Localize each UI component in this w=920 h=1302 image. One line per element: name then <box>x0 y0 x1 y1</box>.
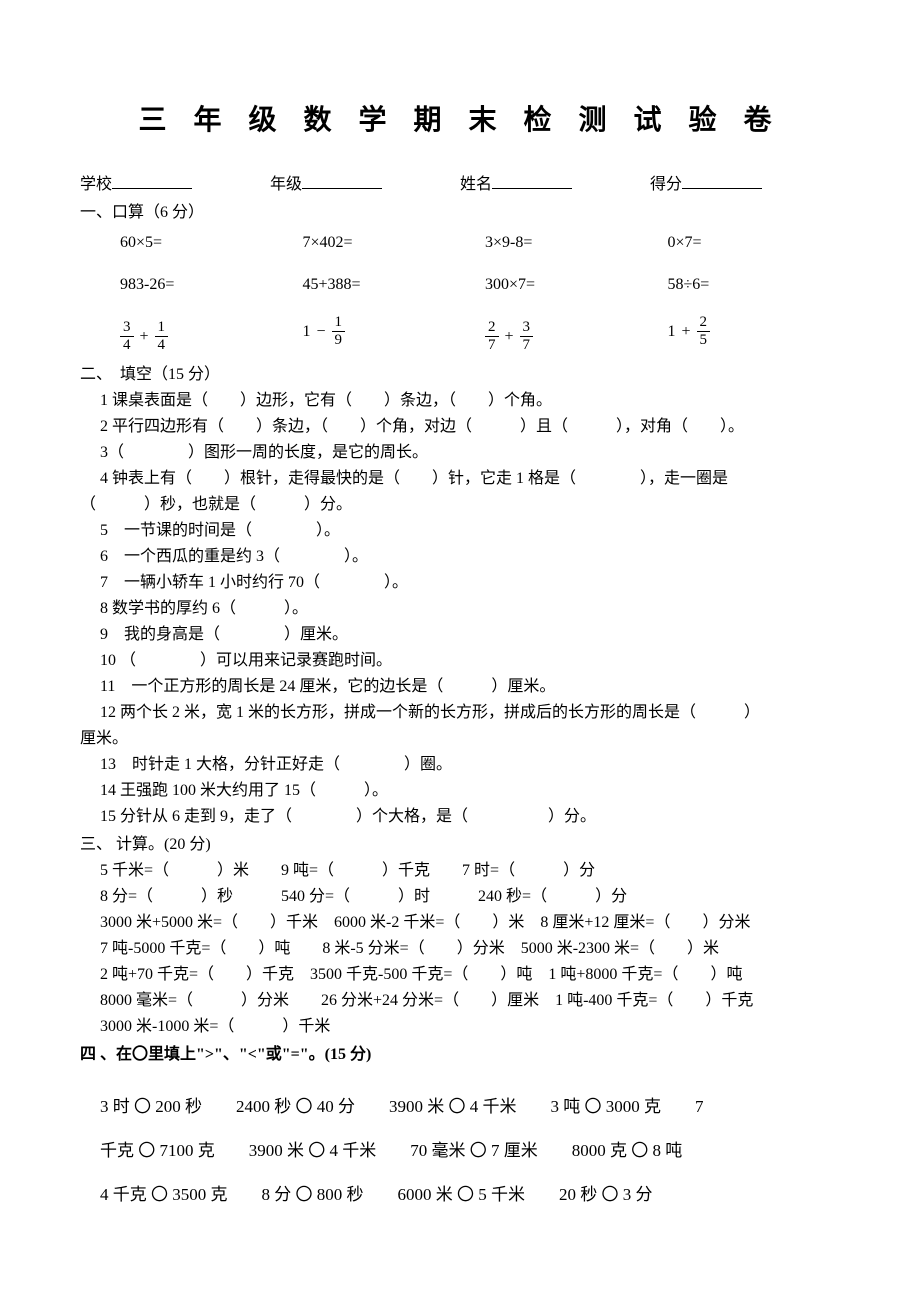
operator: + <box>505 325 514 349</box>
fill-q13: 13 时针走 1 大格，分针正好走（ ）圈。 <box>100 753 840 777</box>
calc-item-frac: 1 − 19 <box>303 315 476 353</box>
numerator: 2 <box>697 315 711 332</box>
calc-item: 3×9-8= <box>485 231 658 255</box>
calc-row: 8 分=（ ）秒 540 分=（ ）时 240 秒=（ ）分 <box>100 885 840 909</box>
fill-q3: 3（ ）图形一周的长度，是它的周长。 <box>100 441 840 465</box>
calc-item-frac: 1 + 25 <box>668 315 841 353</box>
compare-row: 3 时 〇 200 秒 2400 秒 〇 40 分 3900 米 〇 4 千米 … <box>100 1085 840 1129</box>
blank-score <box>682 172 762 189</box>
fill-q2: 2 平行四边形有（ ）条边，（ ）个角，对边（ ）且（ ），对角（ ）。 <box>100 415 840 439</box>
calc-row: 8000 毫米=（ ）分米 26 分米+24 分米=（ ）厘米 1 吨-400 … <box>100 989 840 1013</box>
denominator: 5 <box>697 332 711 348</box>
compare-row: 4 千克 〇 3500 克 8 分 〇 800 秒 6000 米 〇 5 千米 … <box>100 1173 840 1217</box>
mental-calc-grid: 60×5= 7×402= 3×9-8= 0×7= 983-26= 45+388=… <box>120 231 840 353</box>
calc-item-frac: 34 + 14 <box>120 315 293 353</box>
operator: − <box>317 320 326 344</box>
numerator: 1 <box>332 315 346 332</box>
fill-q8: 8 数学书的厚约 6（ ）。 <box>100 597 840 621</box>
calc-item: 60×5= <box>120 231 293 255</box>
compare-row: 千克 〇 7100 克 3900 米 〇 4 千米 70 毫米 〇 7 厘米 8… <box>100 1129 840 1173</box>
fraction: 34 <box>120 320 134 353</box>
fill-q14: 14 王强跑 100 米大约用了 15（ ）。 <box>100 779 840 803</box>
fill-q4a: 4 钟表上有（ ）根针，走得最快的是（ ）针，它走 1 格是（ ），走一圈是 <box>100 467 840 491</box>
numerator: 3 <box>120 320 134 337</box>
denominator: 4 <box>155 337 169 353</box>
calc-item-frac: 27 + 37 <box>485 315 658 353</box>
calc-item: 58÷6= <box>668 273 841 297</box>
info-name: 姓名 <box>460 172 650 197</box>
fill-q7: 7 一辆小轿车 1 小时约行 70（ ）。 <box>100 571 840 595</box>
denominator: 4 <box>120 337 134 353</box>
section3-head: 三、 计算。(20 分) <box>80 833 840 857</box>
info-score: 得分 <box>650 172 840 197</box>
section4-body: 3 时 〇 200 秒 2400 秒 〇 40 分 3900 米 〇 4 千米 … <box>100 1085 840 1218</box>
fraction: 37 <box>520 320 534 353</box>
info-school: 学校 <box>80 172 270 197</box>
denominator: 9 <box>332 332 346 348</box>
calc-item: 0×7= <box>668 231 841 255</box>
fill-q5: 5 一节课的时间是（ ）。 <box>100 519 840 543</box>
calc-row: 3000 米-1000 米=（ ）千米 <box>100 1015 840 1039</box>
blank-name <box>492 172 572 189</box>
fill-q4b: （ ）秒，也就是（ ）分。 <box>80 493 840 517</box>
section2-head: 二、 填空（15 分） <box>80 363 840 387</box>
calc-row: 2 吨+70 千克=（ ）千克 3500 千克-500 千克=（ ）吨 1 吨+… <box>100 963 840 987</box>
fill-q15: 15 分针从 6 走到 9，走了（ ）个大格，是（ ）分。 <box>100 805 840 829</box>
numerator: 3 <box>520 320 534 337</box>
section3-body: 5 千米=（ ）米 9 吨=（ ）千克 7 时=（ ）分 8 分=（ ）秒 54… <box>100 859 840 1039</box>
calc-item: 45+388= <box>303 273 476 297</box>
calc-row: 5 千米=（ ）米 9 吨=（ ）千克 7 时=（ ）分 <box>100 859 840 883</box>
blank-grade <box>302 172 382 189</box>
fill-q1: 1 课桌表面是（ ）边形，它有（ ）条边，（ ）个角。 <box>100 389 840 413</box>
denominator: 7 <box>485 337 499 353</box>
fraction: 27 <box>485 320 499 353</box>
label-grade: 年级 <box>270 176 302 193</box>
calc-item: 7×402= <box>303 231 476 255</box>
fill-q11: 11 一个正方形的周长是 24 厘米，它的边长是（ ）厘米。 <box>100 675 840 699</box>
student-info-row: 学校 年级 姓名 得分 <box>80 172 840 197</box>
label-name: 姓名 <box>460 176 492 193</box>
whole-number: 1 <box>668 320 676 344</box>
denominator: 7 <box>520 337 534 353</box>
label-score: 得分 <box>650 176 682 193</box>
calc-row: 7 吨-5000 千克=（ ）吨 8 米-5 分米=（ ）分米 5000 米-2… <box>100 937 840 961</box>
numerator: 1 <box>155 320 169 337</box>
info-grade: 年级 <box>270 172 460 197</box>
fill-q12b: 厘米。 <box>80 727 840 751</box>
operator: + <box>140 325 149 349</box>
fraction: 25 <box>697 315 711 348</box>
fraction: 19 <box>332 315 346 348</box>
blank-school <box>112 172 192 189</box>
exam-page: 三 年 级 数 学 期 末 检 测 试 验 卷 学校 年级 姓名 得分 一、口算… <box>0 0 920 1278</box>
calc-item: 300×7= <box>485 273 658 297</box>
operator: + <box>682 320 691 344</box>
calc-row: 3000 米+5000 米=（ ）千米 6000 米-2 千米=（ ）米 8 厘… <box>100 911 840 935</box>
fill-q10: 10 （ ）可以用来记录赛跑时间。 <box>100 649 840 673</box>
section1-head: 一、口算（6 分） <box>80 201 840 225</box>
fraction: 14 <box>155 320 169 353</box>
fill-q12a: 12 两个长 2 米，宽 1 米的长方形，拼成一个新的长方形，拼成后的长方形的周… <box>100 701 840 725</box>
calc-item: 983-26= <box>120 273 293 297</box>
fill-q9: 9 我的身高是（ ）厘米。 <box>100 623 840 647</box>
section4-head: 四 、在〇里填上">"、"<"或"="。(15 分) <box>80 1043 840 1067</box>
fill-q6: 6 一个西瓜的重是约 3（ ）。 <box>100 545 840 569</box>
numerator: 2 <box>485 320 499 337</box>
whole-number: 1 <box>303 320 311 344</box>
label-school: 学校 <box>80 176 112 193</box>
page-title: 三 年 级 数 学 期 末 检 测 试 验 卷 <box>80 100 840 142</box>
